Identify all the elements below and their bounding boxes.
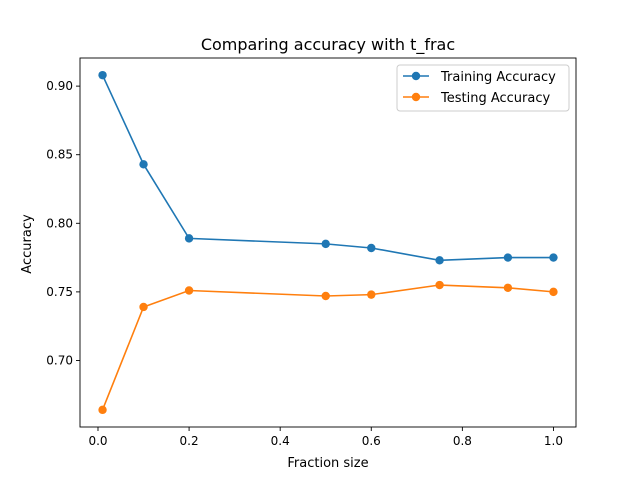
series-1-point — [321, 239, 330, 249]
legend: Training Accuracy Testing Accuracy — [396, 64, 570, 112]
series-line-2 — [101, 284, 554, 411]
legend-label-1: Training Accuracy — [440, 70, 556, 85]
series-2-point — [503, 283, 513, 292]
y-axis: 0.70 0.75 0.80 0.85 0.90 — [46, 79, 80, 367]
axes-frame — [79, 57, 577, 428]
y-axis-label: Accuracy — [20, 214, 35, 274]
series-1-point — [139, 160, 148, 169]
series-1-point — [549, 253, 558, 262]
series-1-point — [503, 253, 513, 262]
series-2-point — [321, 291, 330, 301]
x-axis: 0.0 0.2 0.4 0.6 0.8 1.0 — [88, 427, 563, 448]
series-line-1 — [101, 74, 554, 262]
legend-marker-2 — [411, 92, 421, 102]
legend-box — [396, 64, 570, 112]
series-2-point — [139, 302, 148, 312]
x-tick-label: 0.8 — [453, 434, 472, 448]
x-tick-label: 0.2 — [180, 434, 199, 448]
x-tick-label: 0.4 — [271, 434, 290, 448]
y-tick-label: 0.85 — [46, 148, 73, 162]
series-1-point — [367, 243, 376, 253]
series-1-point — [184, 234, 194, 243]
series-1-point — [98, 70, 107, 80]
x-tick-label: 0.6 — [362, 434, 381, 448]
x-tick-label: 0.0 — [88, 434, 107, 448]
y-tick-label: 0.90 — [46, 79, 73, 93]
plot-area — [79, 57, 577, 428]
series-2-point — [549, 287, 558, 297]
series-2-point — [98, 405, 107, 415]
y-tick-label: 0.80 — [46, 216, 73, 230]
x-axis-label: Fraction size — [287, 456, 368, 471]
legend-marker-1 — [411, 71, 421, 81]
series-2-point — [435, 280, 444, 290]
legend-label-2: Testing Accuracy — [440, 91, 550, 106]
chart-title: Comparing accuracy with t_frac — [201, 35, 455, 55]
y-tick-label: 0.70 — [46, 353, 73, 367]
series-2-point — [367, 290, 376, 299]
y-tick-label: 0.75 — [46, 285, 73, 299]
series-2-point — [184, 286, 194, 295]
series-1-point — [435, 256, 444, 265]
x-tick-label: 1.0 — [544, 434, 563, 448]
